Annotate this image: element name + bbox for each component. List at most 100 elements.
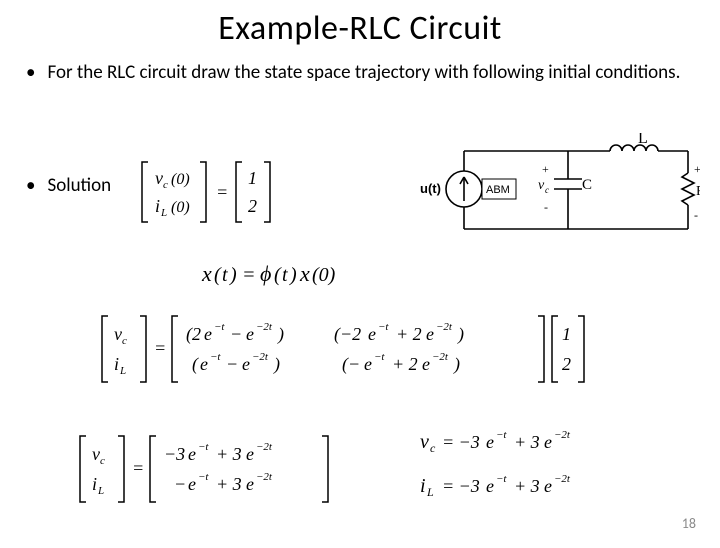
abm-label: ABM: [486, 184, 510, 196]
svg-text:=: =: [132, 458, 144, 478]
svg-text:−2t: −2t: [256, 321, 273, 333]
svg-text:−2t: −2t: [256, 441, 273, 453]
svg-text:e: e: [426, 324, 434, 344]
svg-text:i: i: [420, 475, 426, 497]
svg-text:2: 2: [562, 354, 571, 374]
svg-text:−: −: [230, 324, 242, 344]
svg-text:x: x: [299, 261, 310, 286]
svg-text:): ): [229, 264, 237, 286]
svg-text:e: e: [188, 474, 196, 494]
svg-text:(0): (0): [171, 199, 190, 216]
svg-text:ϕ: ϕ: [260, 261, 271, 286]
svg-text:e: e: [204, 324, 212, 344]
C-label: C: [582, 177, 592, 193]
svg-text:c: c: [100, 455, 105, 467]
svg-text:(: (: [192, 354, 199, 375]
svg-text:+ 3: + 3: [514, 476, 540, 496]
svg-text:c: c: [122, 335, 127, 347]
svg-text:e: e: [242, 354, 250, 374]
svg-text:−2t: −2t: [252, 351, 269, 363]
svg-text:−t: −t: [496, 473, 507, 485]
svg-text:−t: −t: [374, 351, 385, 363]
svg-text:e: e: [188, 444, 196, 464]
svg-text:+ 2: + 2: [392, 354, 418, 374]
svg-text:L: L: [97, 485, 104, 497]
svg-text:): ): [457, 324, 464, 345]
svg-text:e: e: [246, 474, 254, 494]
slide-title: Example-RLC Circuit: [0, 8, 720, 49]
bullet-1-text: For the RLC circuit draw the state space…: [47, 61, 680, 86]
initial-condition-equation: v c (0) i L (0) = 1 2: [140, 156, 320, 233]
svg-text:v: v: [114, 324, 122, 344]
svg-text:−2t: −2t: [432, 351, 449, 363]
svg-text:(−: (−: [342, 354, 360, 375]
svg-text:e: e: [422, 354, 430, 374]
svg-text:e: e: [544, 476, 552, 496]
svg-text:+ 3: + 3: [514, 432, 540, 452]
matrix-product-equation: v c i L = (2 e −t − e −2t ) (−2 e −t + 2…: [100, 308, 620, 395]
svg-text:(: (: [274, 264, 282, 286]
svg-text:−2t: −2t: [554, 473, 571, 485]
svg-text:e: e: [246, 324, 254, 344]
svg-text:−t: −t: [378, 321, 389, 333]
svg-text:v: v: [92, 444, 100, 464]
svg-text:e: e: [544, 432, 552, 452]
svg-text:e: e: [246, 444, 254, 464]
svg-text:+ 2: + 2: [396, 324, 422, 344]
bullet-dot: •: [26, 174, 35, 199]
svg-text:c: c: [163, 179, 168, 191]
svg-text:−3: −3: [164, 444, 185, 464]
svg-text:L: L: [426, 485, 434, 499]
svg-text:(−2: (−2: [334, 324, 361, 345]
svg-text:+ 3: + 3: [216, 474, 242, 494]
svg-text:+ 3: + 3: [216, 444, 242, 464]
svg-text:1: 1: [248, 168, 257, 188]
source-label: u(t): [420, 181, 441, 196]
svg-text:e: e: [364, 354, 372, 374]
svg-text:−t: −t: [496, 429, 507, 441]
svg-text:+: +: [542, 162, 549, 176]
svg-text:i: i: [114, 354, 119, 374]
svg-text:−t: −t: [198, 471, 209, 483]
svg-text:L: L: [160, 207, 167, 219]
svg-text:−t: −t: [210, 351, 221, 363]
svg-text:−2t: −2t: [554, 429, 571, 441]
bullet-dot: •: [26, 61, 35, 86]
bullet-1: • For the RLC circuit draw the state spa…: [26, 61, 700, 86]
svg-text:(0): (0): [171, 171, 190, 188]
svg-text:2: 2: [248, 196, 257, 216]
bullet-2-text: Solution: [47, 174, 111, 199]
phi-equation: x ( t ) = ϕ ( t ) x (0): [200, 258, 380, 297]
svg-text:L: L: [119, 365, 126, 377]
svg-text:= −3: = −3: [442, 476, 480, 496]
svg-text:v: v: [538, 178, 545, 193]
svg-text:−2t: −2t: [436, 321, 453, 333]
svg-text:−t: −t: [214, 321, 225, 333]
result-vector-equation: v c i L = −3 e −t + 3 e −2t − e −t + 3 e…: [78, 428, 348, 515]
svg-text:t: t: [222, 264, 228, 286]
svg-text:): ): [453, 354, 460, 375]
svg-text:-: -: [694, 208, 698, 222]
svg-text:c: c: [430, 441, 436, 455]
svg-text:−2t: −2t: [256, 471, 273, 483]
svg-text:v: v: [155, 168, 163, 188]
svg-text:v: v: [420, 431, 429, 453]
svg-text:c: c: [545, 185, 549, 195]
svg-text:e: e: [200, 354, 208, 374]
L-label: L: [638, 133, 648, 147]
svg-text:): ): [273, 354, 280, 375]
svg-text:−: −: [226, 354, 238, 374]
svg-text:i: i: [92, 474, 97, 494]
svg-text:=: =: [242, 264, 256, 286]
svg-text:i: i: [155, 196, 160, 216]
svg-text:e: e: [486, 476, 494, 496]
vc-result-equation: v c = −3 e −t + 3 e −2t: [418, 426, 638, 465]
svg-text:-: -: [544, 200, 548, 214]
svg-text:=: =: [154, 338, 166, 358]
svg-text:e: e: [486, 432, 494, 452]
svg-text:): ): [289, 264, 297, 286]
svg-text:(2: (2: [186, 324, 201, 345]
svg-text:(0): (0): [312, 264, 336, 286]
rlc-circuit-diagram: ABM u(t) L R + - + - v c C: [410, 133, 700, 243]
svg-text:1: 1: [562, 324, 571, 344]
